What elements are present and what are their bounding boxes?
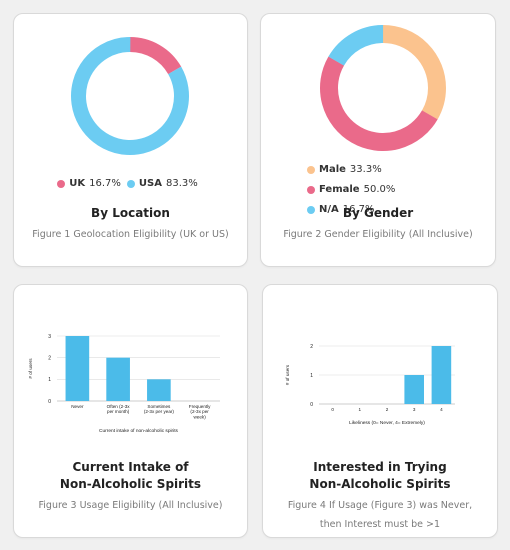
legend-item: N/A 16.7%	[307, 201, 375, 219]
legend-dot	[57, 179, 66, 188]
gender-caption: Figure 2 Gender Eligibility (All Inclusi…	[261, 225, 495, 244]
gender-donut-chart	[320, 24, 446, 151]
title-line: Current Intake of	[72, 460, 189, 474]
gender-title: By Gender	[261, 205, 495, 222]
legend-label: UK	[69, 178, 86, 189]
legend-item: Female 50.0%	[307, 181, 395, 199]
interest-caption: Figure 4 If Usage (Figure 3) was Never, t…	[263, 496, 497, 534]
donut-slice-female	[320, 25, 446, 151]
x-axis-title: Current intake of non-alcoholic spirits	[99, 428, 179, 434]
x-tick-label: Often (2-3x	[107, 404, 131, 409]
title-line: Non-Alcoholic Spirits	[59, 477, 202, 491]
y-tick-label: 2	[48, 355, 51, 361]
x-tick-label: 3	[413, 407, 416, 412]
x-tick-label: (2-3x per	[190, 409, 209, 414]
donut-slice-n-a	[320, 24, 446, 151]
legend-dot	[307, 186, 315, 194]
x-tick-label: per month)	[107, 409, 130, 414]
x-tick-label: Sometimes	[147, 404, 171, 409]
x-tick-label: 0	[331, 407, 334, 412]
legend-label: N/A	[319, 204, 339, 215]
legend-value: 16.7%	[89, 178, 121, 189]
title-line: Non-Alcoholic Spirits	[309, 477, 451, 491]
interest-card: 0 1 2 0 1 2 3 4 Likeliness (0= Never, 4= Extreme…	[262, 284, 498, 538]
intake-card: 0 1 2 3 Never Often (2-3x per month) Sometimes(…	[13, 284, 248, 538]
legend-dot	[126, 179, 135, 188]
x-tick-label: 2	[386, 407, 389, 412]
x-tick-label: Frequently	[189, 404, 211, 409]
caption-line: Figure 3 Usage Eligibility (All Inclusiv…	[38, 500, 223, 511]
location-donut-chart	[71, 37, 189, 155]
title-line: Interested in Trying	[313, 460, 447, 474]
bar	[147, 379, 171, 401]
legend-value: 50.0%	[363, 184, 396, 195]
legend-label: Male	[319, 164, 346, 175]
legend-label: Female	[319, 184, 360, 195]
legend-item: USA 83.3%	[126, 178, 198, 189]
caption-line: Figure 2 Gender Eligibility (All Inclusi…	[283, 229, 473, 240]
x-tick-label: (2-3x per year)	[144, 409, 175, 414]
y-tick-label: 0	[48, 399, 51, 405]
legend-value: 16.7%	[342, 204, 375, 215]
y-tick-label: 1	[48, 377, 51, 383]
title-line: By Location	[91, 206, 170, 220]
interest-title: Interested in Trying Non-Alcoholic Spirit…	[263, 459, 497, 493]
gender-legend: Male 33.3% Female 50.0% N/A 16.7%	[307, 161, 477, 221]
gender-card: Male 33.3% Female 50.0% N/A 16.7% By Gender F…	[260, 13, 496, 267]
title-line: By Gender	[342, 206, 414, 220]
legend-value: 33.3%	[349, 164, 382, 175]
legend-value: 83.3%	[165, 178, 198, 189]
legend-item: UK 16.7%	[57, 178, 121, 189]
bar	[106, 357, 130, 401]
bar	[65, 336, 90, 401]
x-tick-label: Never	[71, 404, 84, 409]
location-title: By Location	[14, 205, 247, 222]
legend-dot	[307, 206, 315, 214]
legend-label: USA	[138, 178, 162, 189]
y-tick-label: 1	[310, 373, 313, 379]
legend-dot	[307, 166, 315, 174]
x-tick-label: 1	[359, 407, 362, 412]
location-card: UK 16.7% USA 83.3% By Location Figure 1 Geo…	[13, 13, 248, 267]
caption-line: Figure 4 If Usage (Figure 3) was Never,	[287, 500, 473, 511]
location-legend: UK 16.7% USA 83.3%	[14, 178, 247, 191]
interest-bar-chart: 0 1 2 0 1 2 3 4 Likeliness (0= Never, 4= Extreme…	[285, 344, 455, 426]
x-axis-title: Likeliness (0= Never, 4= Extremely)	[349, 420, 425, 426]
donut-slice-usa	[71, 37, 189, 155]
y-tick-label: 3	[48, 334, 51, 340]
bar	[431, 346, 452, 404]
caption-line: Figure 1 Geolocation Eligibility (UK or …	[32, 229, 229, 240]
intake-title: Current Intake of Non-Alcoholic Spirits	[14, 459, 247, 493]
x-tick-label: 4	[440, 407, 443, 412]
x-tick-label: week)	[193, 414, 206, 419]
y-axis-title: # of users	[285, 364, 290, 385]
legend-item: Male 33.3%	[307, 161, 382, 179]
bar	[404, 375, 424, 404]
y-axis-title: # of users	[28, 358, 33, 379]
caption-line: then Interest must be >1	[319, 519, 441, 530]
location-caption: Figure 1 Geolocation Eligibility (UK or …	[14, 225, 247, 244]
y-tick-label: 2	[310, 344, 313, 350]
intake-caption: Figure 3 Usage Eligibility (All Inclusiv…	[14, 496, 247, 515]
y-tick-label: 0	[310, 402, 313, 408]
